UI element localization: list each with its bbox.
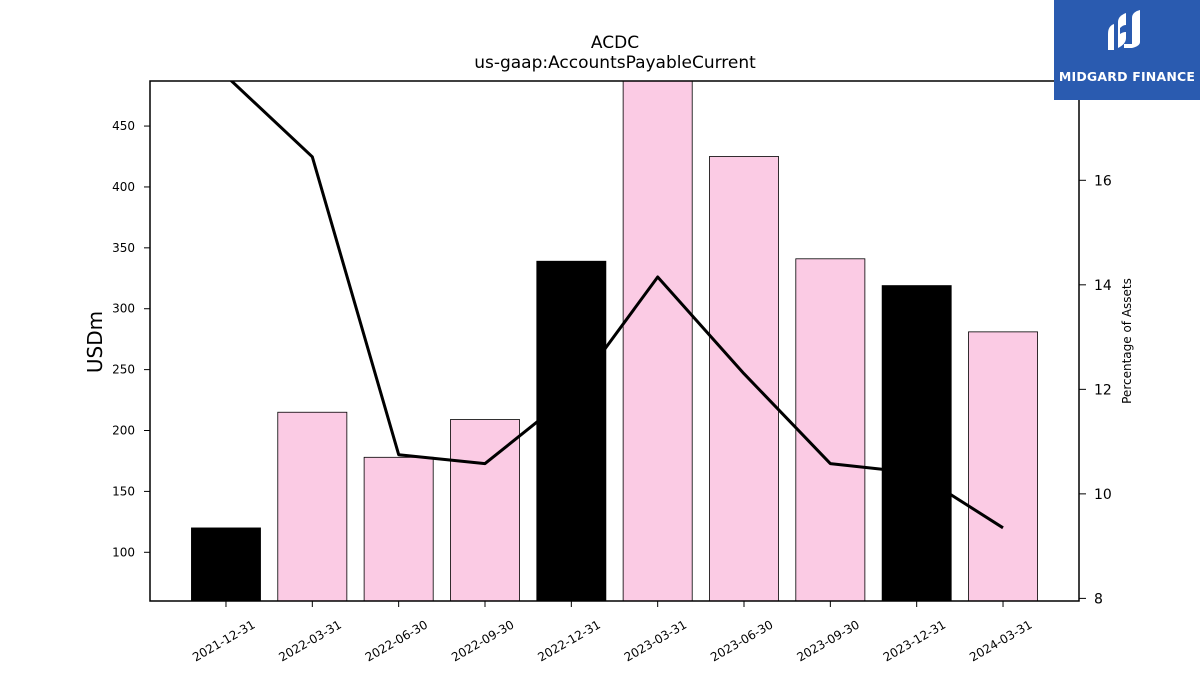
bar-2024-03-31 bbox=[968, 331, 1038, 602]
bar-2023-03-31 bbox=[622, 80, 693, 602]
y-tick-label-100: 100 bbox=[112, 545, 135, 559]
bar-2021-12-31 bbox=[191, 527, 261, 602]
y-tick-label-200: 200 bbox=[112, 424, 135, 438]
x-tick-label-2023-03-31: 2023-03-31 bbox=[622, 617, 689, 664]
x-tick-label-2023-06-30: 2023-06-30 bbox=[708, 617, 775, 664]
x-tick-label-2022-06-30: 2022-06-30 bbox=[363, 617, 430, 664]
x-tick-label-2021-12-31: 2021-12-31 bbox=[190, 617, 257, 664]
y-tick-label-350: 350 bbox=[112, 241, 135, 255]
chart-title: ACDC bbox=[591, 33, 639, 53]
y-tick-label-300: 300 bbox=[112, 302, 135, 316]
bar-2023-09-30 bbox=[795, 258, 866, 602]
y2-tick-label-10: 10 bbox=[1094, 487, 1112, 503]
logo-text: MIDGARD FINANCE bbox=[1058, 69, 1196, 84]
x-tick-label-2022-12-31: 2022-12-31 bbox=[535, 617, 602, 664]
y-axis-label: USDm bbox=[83, 311, 107, 373]
left-axis-ticks: 100 150 200 250 300 350 400 450 bbox=[112, 119, 150, 559]
chart-subtitle: us-gaap:AccountsPayableCurrent bbox=[474, 53, 756, 73]
logo-mark-icon bbox=[1108, 10, 1140, 50]
x-axis-ticks: 2021-12-31 2022-03-31 2022-06-30 2022-09-30… bbox=[190, 601, 1035, 664]
x-tick-label-2022-09-30: 2022-09-30 bbox=[449, 617, 516, 664]
x-tick-label-2022-03-31: 2022-03-31 bbox=[276, 617, 343, 664]
right-axis-ticks: 8 10 12 14 16 bbox=[1079, 173, 1112, 607]
line-group bbox=[229, 81, 1004, 530]
y-tick-label-250: 250 bbox=[112, 363, 135, 377]
y2-tick-label-12: 12 bbox=[1094, 382, 1112, 398]
bar-2023-12-31 bbox=[881, 285, 952, 602]
y2-axis-label: Percentage of Assets bbox=[1120, 278, 1134, 404]
bar-2022-06-30 bbox=[363, 456, 434, 602]
x-tick-label-2023-12-31: 2023-12-31 bbox=[881, 617, 948, 664]
bar-2022-12-31 bbox=[536, 260, 607, 602]
bar-2023-06-30 bbox=[709, 156, 779, 602]
plot-frame bbox=[149, 80, 1080, 602]
percentage-line bbox=[229, 81, 1004, 530]
y2-tick-label-16: 16 bbox=[1094, 173, 1112, 189]
bar-2022-03-31 bbox=[277, 411, 348, 602]
x-tick-label-2024-03-31: 2024-03-31 bbox=[967, 617, 1034, 664]
y-tick-label-150: 150 bbox=[112, 484, 135, 498]
bars-group bbox=[191, 80, 1038, 602]
y-tick-label-400: 400 bbox=[112, 180, 135, 194]
brand-logo: MIDGARD FINANCE bbox=[1054, 0, 1200, 100]
x-tick-label-2023-09-30: 2023-09-30 bbox=[794, 617, 861, 664]
y-tick-label-450: 450 bbox=[112, 119, 135, 133]
bar-2022-09-30 bbox=[450, 419, 520, 602]
y2-tick-label-8: 8 bbox=[1094, 591, 1103, 607]
y2-tick-label-14: 14 bbox=[1094, 278, 1112, 294]
